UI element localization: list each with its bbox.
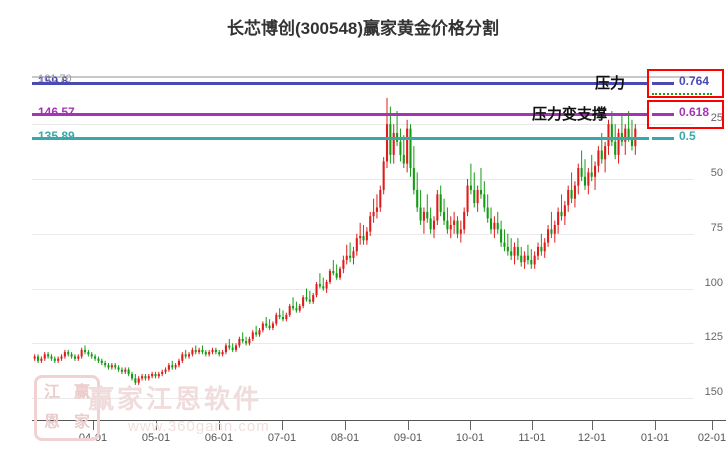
- y-axis-tick-label: 125: [704, 331, 723, 344]
- x-axis-tick: [470, 421, 471, 430]
- fib-price-label: 146.57: [38, 105, 75, 119]
- fib-ratio-stub: [652, 82, 674, 85]
- x-axis-tick-label: 10-01: [455, 432, 485, 444]
- watermark-url: www.360gann.com: [128, 418, 270, 435]
- fib-ratio-label: 0.618: [679, 105, 710, 119]
- fib-level-name: 压力变支撑: [532, 106, 608, 123]
- page-title: 长芯博创(300548)赢家黄金价格分割: [226, 19, 500, 38]
- x-axis-tick-label: 07-01: [267, 432, 297, 444]
- x-axis-tick: [712, 421, 713, 430]
- fib-level-line: [32, 82, 649, 85]
- x-axis-tick-label: 08-01: [330, 432, 360, 444]
- x-axis-tick-label: 06-01: [204, 432, 234, 444]
- x-axis-tick: [282, 421, 283, 430]
- gridline: [32, 288, 694, 290]
- y-axis-tick-label: 50: [710, 166, 723, 179]
- x-axis-tick: [156, 421, 157, 430]
- gridline: [32, 398, 694, 400]
- x-axis-tick: [345, 421, 346, 430]
- gridline: [32, 343, 694, 345]
- x-axis-tick: [219, 421, 220, 430]
- seal-char-3: 家: [73, 414, 90, 431]
- gridline: [32, 178, 694, 180]
- x-axis-tick: [655, 421, 656, 430]
- fib-level-line: [32, 113, 649, 116]
- x-axis-tick: [93, 421, 94, 430]
- y-axis-tick-label: 150: [704, 386, 723, 399]
- seal-char-0: 江: [43, 384, 60, 401]
- gridline: [32, 124, 694, 126]
- seal-char-2: 恩: [43, 414, 60, 431]
- x-axis-tick-label: 05-01: [141, 432, 171, 444]
- x-axis-tick-label: 12-01: [577, 432, 607, 444]
- fib-price-label: 159.8: [38, 74, 69, 88]
- fib-price-label: 135.89: [38, 129, 75, 143]
- x-axis-tick-label: 09-01: [393, 432, 423, 444]
- gridline: [32, 233, 694, 235]
- seal-char-1: 赢: [73, 384, 90, 401]
- fib-ratio-highlight-box: [647, 69, 724, 98]
- y-axis-tick-label: 25: [710, 112, 723, 125]
- fib-ratio-label: 0.764: [679, 74, 710, 88]
- fib-ratio-label: 0.5: [679, 129, 696, 143]
- watermark-brand: 赢家江恩软件: [88, 384, 263, 414]
- fib-ratio-highlight-box: [647, 100, 724, 129]
- x-axis-tick: [532, 421, 533, 430]
- fib-level-name: 压力: [595, 75, 626, 92]
- axis-ghost-label: 161.70: [38, 73, 72, 85]
- x-axis-tick-label: 02-01: [697, 432, 726, 444]
- y-axis-tick-label: 75: [710, 221, 723, 234]
- fib-ratio-stub: [652, 137, 674, 140]
- x-axis-tick: [592, 421, 593, 430]
- x-axis-line: [32, 420, 726, 421]
- plot-top-border: [32, 76, 694, 78]
- fib-ratio-stub: [652, 113, 674, 116]
- x-axis-tick-label: 01-01: [640, 432, 670, 444]
- x-axis-tick-label: 11-01: [518, 432, 546, 444]
- green-dotted-level-line: [652, 93, 712, 95]
- watermark-seal: 江 赢 恩 家: [34, 375, 100, 441]
- x-axis-tick: [408, 421, 409, 430]
- fib-level-line: [32, 137, 649, 140]
- y-axis-tick-label: 100: [704, 276, 723, 289]
